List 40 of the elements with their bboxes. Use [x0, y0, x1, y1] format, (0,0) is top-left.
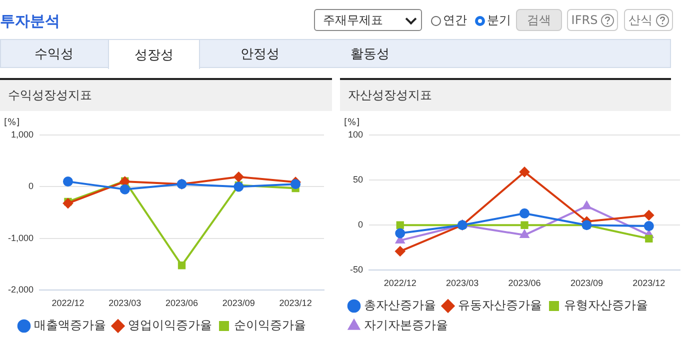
legend-label: 순이익증가율: [234, 318, 306, 332]
legend-label: 유형자산증가율: [564, 298, 648, 312]
y-axis-title: [%]: [4, 118, 20, 128]
y-tick-label: 0: [358, 220, 364, 230]
x-tick-label: 2022/12: [384, 278, 416, 288]
text: 연간: [443, 12, 467, 29]
text: 안정성: [240, 46, 280, 64]
text: 수익성: [34, 46, 74, 64]
legend-label: 총자산증가율: [364, 298, 436, 312]
x-tick-label: 2023/06: [165, 298, 198, 308]
chart-title: 자산성장성지표: [340, 78, 671, 111]
legend-label: 유동자산증가율: [458, 298, 542, 312]
text: 활동성: [350, 46, 390, 64]
y-tick-label: -50: [350, 264, 364, 275]
legend-label: 매출액증가율: [34, 318, 106, 332]
text: 분기: [487, 12, 511, 29]
x-tick-label: 2023/06: [508, 278, 541, 288]
y-tick-label: 50: [353, 174, 364, 185]
text: 검색: [516, 9, 562, 31]
y-tick-label: -2,000: [8, 284, 34, 295]
chart-title: 수익성장성지표: [0, 78, 332, 111]
text: IFRS: [571, 13, 598, 27]
legend-label: 영업이익증가율: [128, 318, 212, 332]
y-tick-label: 1,000: [10, 129, 34, 140]
y-axis-title: [%]: [344, 118, 360, 128]
text: 산식: [628, 12, 652, 28]
text: 투자분석: [0, 12, 60, 31]
x-tick-label: 2023/12: [632, 278, 666, 288]
legend-label: 자기자본증가율: [364, 318, 448, 332]
x-tick-label: 2023/09: [222, 298, 255, 308]
x-tick-label: 2023/12: [279, 298, 312, 308]
x-tick-label: 2023/09: [570, 278, 603, 288]
text: 성장성: [108, 39, 200, 69]
y-tick-label: -1,000: [8, 232, 34, 243]
x-tick-label: 2023/03: [446, 278, 479, 288]
text: 주재무제표: [323, 12, 383, 28]
x-tick-label: 2022/12: [52, 298, 84, 308]
x-tick-label: 2023/03: [108, 298, 142, 308]
y-tick-label: 0: [28, 181, 34, 192]
y-tick-label: 100: [348, 129, 364, 140]
